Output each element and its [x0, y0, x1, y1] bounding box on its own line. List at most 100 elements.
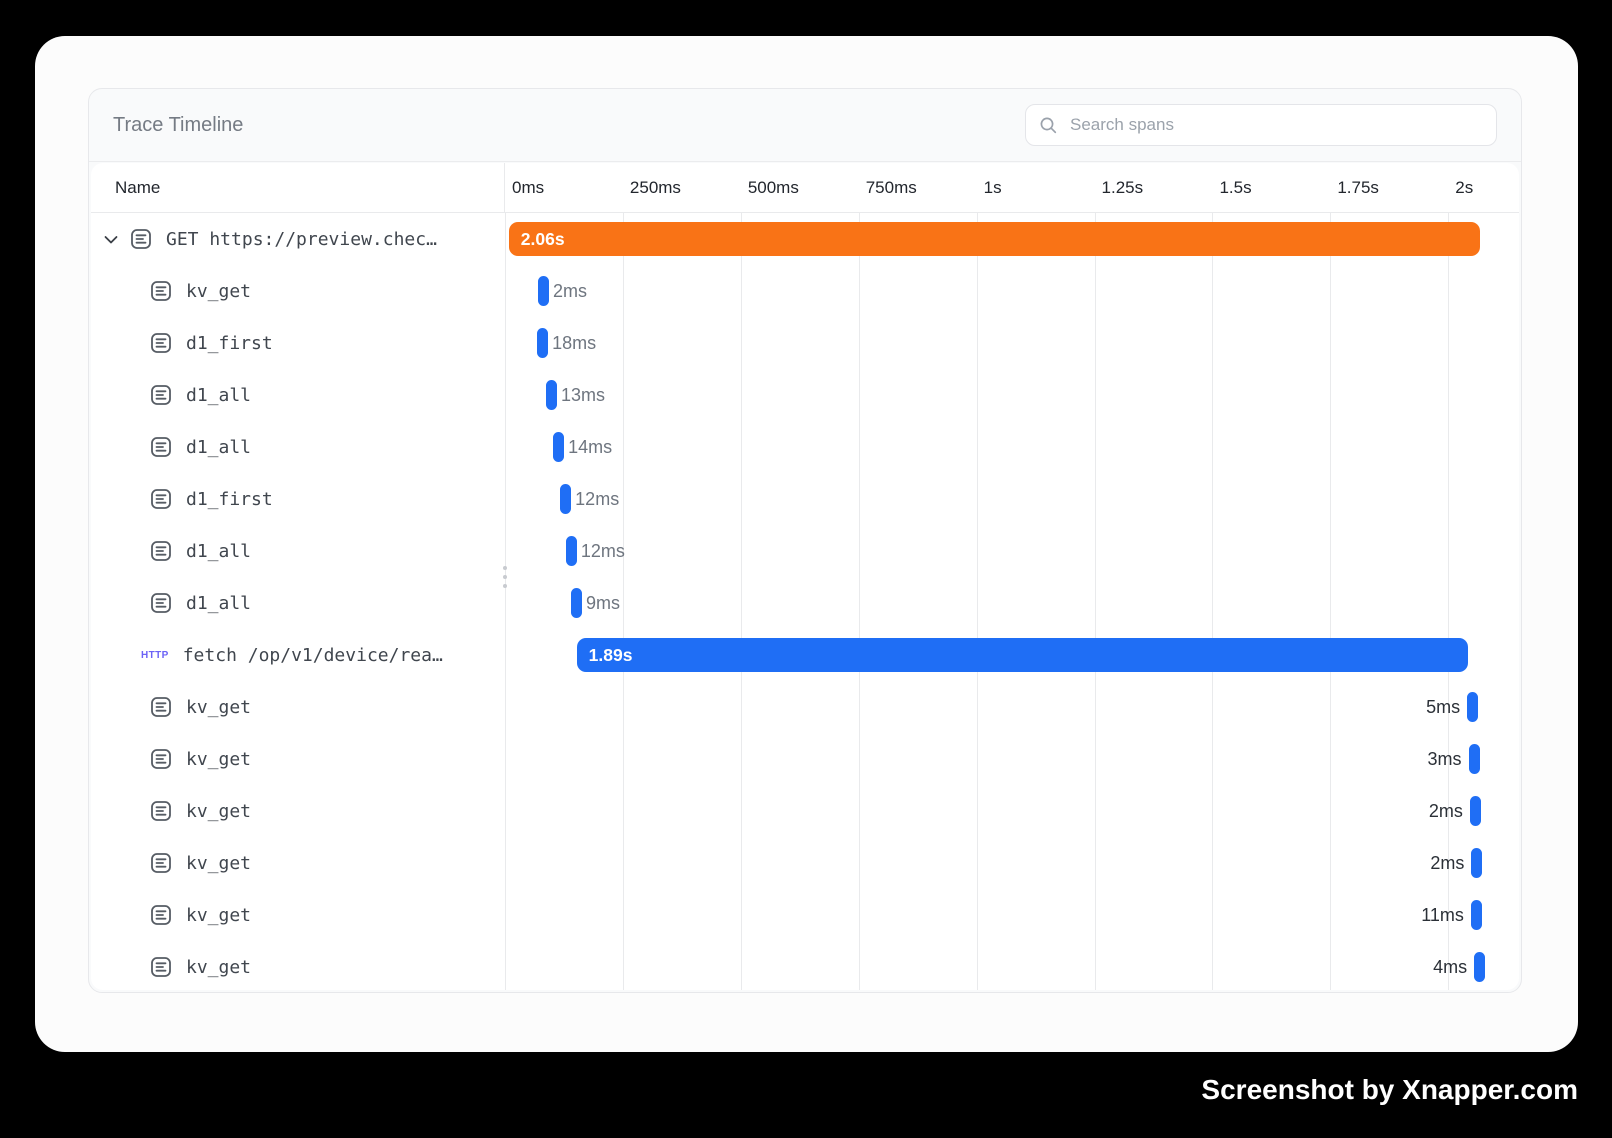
trace-row[interactable]: GET https://preview.chec… 2.06s: [91, 213, 1519, 265]
span-icon: [149, 487, 173, 511]
span-duration-label: 2ms: [1428, 801, 1463, 821]
span-name-cell: kv_get: [91, 941, 505, 990]
span-duration-label: 9ms: [586, 593, 621, 613]
span-bar[interactable]: [1470, 900, 1482, 930]
span-name: kv_get: [186, 280, 252, 302]
span-name: d1_first: [186, 488, 273, 510]
panel-header: Trace Timeline: [89, 89, 1521, 162]
span-bar[interactable]: [1471, 848, 1483, 878]
span-bar[interactable]: [553, 432, 565, 462]
span-track: 3ms: [505, 733, 1519, 785]
span-bar[interactable]: [1474, 952, 1486, 982]
span-name-cell: d1_all: [91, 525, 505, 577]
span-name: kv_get: [186, 748, 252, 770]
panel-title: Trace Timeline: [113, 113, 244, 136]
span-duration-label: 2.06s: [520, 228, 565, 249]
span-track: 14ms: [505, 421, 1519, 473]
span-icon: [149, 435, 173, 459]
search-icon: [1039, 116, 1058, 135]
span-bar[interactable]: [565, 536, 577, 566]
span-bar[interactable]: [1467, 692, 1479, 722]
trace-row[interactable]: kv_get 11ms: [91, 889, 1519, 941]
span-bar[interactable]: [1468, 744, 1480, 774]
chevron-down-icon[interactable]: [103, 231, 119, 247]
span-icon: [149, 695, 173, 719]
span-duration-label: 2ms: [553, 281, 588, 301]
trace-row[interactable]: d1_all 12ms: [91, 525, 1519, 577]
span-name: kv_get: [186, 956, 252, 978]
column-resize-handle[interactable]: [503, 566, 507, 588]
gridline: [1094, 213, 1096, 990]
gridline: [1212, 213, 1214, 990]
axis-tick-label: 1.25s: [1101, 177, 1144, 197]
span-icon: [149, 955, 173, 979]
span-name: d1_all: [186, 384, 252, 406]
span-name: d1_all: [186, 592, 252, 614]
name-column-header: Name: [91, 163, 505, 212]
gridline: [976, 213, 978, 990]
span-icon: [149, 539, 173, 563]
gridline: [622, 213, 624, 990]
span-name-cell: kv_get: [91, 785, 505, 837]
span-track: 18ms: [505, 317, 1519, 369]
span-icon: [149, 747, 173, 771]
axis-tick-label: 250ms: [629, 177, 681, 197]
span-track: 13ms: [505, 369, 1519, 421]
trace-row[interactable]: d1_all 14ms: [91, 421, 1519, 473]
span-icon: [149, 591, 173, 615]
span-bar[interactable]: 1.89s: [576, 638, 1469, 672]
span-duration-label: 3ms: [1427, 749, 1462, 769]
trace-row[interactable]: d1_first 12ms: [91, 473, 1519, 525]
span-track: 12ms: [505, 525, 1519, 577]
axis-tick-label: 1.5s: [1219, 177, 1252, 197]
trace-table: Name 0ms 250ms 500ms 750ms 1s 1.25s 1.5s 1.75s 2…: [91, 163, 1519, 990]
search-input[interactable]: [1068, 114, 1483, 136]
span-name-cell: kv_get: [91, 681, 505, 733]
span-track: 2.06s: [505, 213, 1519, 265]
span-duration-label: 13ms: [561, 385, 606, 405]
span-name: kv_get: [186, 800, 252, 822]
span-track: 11ms: [505, 889, 1519, 941]
span-duration-label: 14ms: [568, 437, 613, 457]
trace-row[interactable]: HTTP fetch /op/v1/device/rea… 1.89s: [91, 629, 1519, 681]
time-axis: 0ms 250ms 500ms 750ms 1s 1.25s 1.5s 1.75s 2s: [505, 163, 1519, 212]
span-track: 2ms: [505, 265, 1519, 317]
axis-tick-label: 2s: [1455, 177, 1474, 197]
span-track: 2ms: [505, 837, 1519, 889]
table-header: Name 0ms 250ms 500ms 750ms 1s 1.25s 1.5s 1.75s 2…: [91, 163, 1519, 213]
column-divider[interactable]: [505, 213, 506, 990]
span-name-cell: d1_all: [91, 577, 505, 629]
span-bar[interactable]: [560, 484, 572, 514]
span-duration-label: 11ms: [1421, 905, 1464, 925]
watermark: Screenshot by Xnapper.com: [1201, 1074, 1578, 1105]
trace-row[interactable]: kv_get 2ms: [91, 785, 1519, 837]
span-bar[interactable]: [546, 380, 558, 410]
span-bar[interactable]: [538, 276, 549, 306]
span-track: 4ms: [505, 941, 1519, 990]
trace-row[interactable]: d1_first 18ms: [91, 317, 1519, 369]
trace-row[interactable]: d1_all 13ms: [91, 369, 1519, 421]
span-bar[interactable]: [537, 328, 549, 358]
span-icon: [149, 331, 173, 355]
trace-timeline-panel: Trace Timeline Name 0ms 250ms 500ms 750ms 1s…: [88, 88, 1522, 993]
span-bar[interactable]: [571, 588, 583, 618]
trace-row[interactable]: kv_get 5ms: [91, 681, 1519, 733]
span-duration-label: 5ms: [1426, 697, 1461, 717]
span-bar[interactable]: 2.06s: [508, 222, 1481, 256]
screenshot-card: Trace Timeline Name 0ms 250ms 500ms 750ms 1s…: [35, 36, 1578, 1052]
span-icon: [129, 227, 153, 251]
trace-row[interactable]: d1_all 9ms: [91, 577, 1519, 629]
span-bar[interactable]: [1469, 796, 1481, 826]
timeline-body: GET https://preview.chec… 2.06s: [91, 213, 1519, 990]
trace-row[interactable]: kv_get 3ms: [91, 733, 1519, 785]
span-name: d1_all: [186, 540, 252, 562]
trace-row[interactable]: kv_get 2ms: [91, 265, 1519, 317]
trace-row[interactable]: kv_get 4ms: [91, 941, 1519, 990]
span-name: GET https://preview.chec…: [166, 228, 437, 250]
span-duration-label: 4ms: [1433, 957, 1468, 977]
gridline: [858, 213, 860, 990]
span-name: d1_all: [186, 436, 252, 458]
span-track: 9ms: [505, 577, 1519, 629]
search-box[interactable]: [1025, 104, 1497, 146]
trace-row[interactable]: kv_get 2ms: [91, 837, 1519, 889]
